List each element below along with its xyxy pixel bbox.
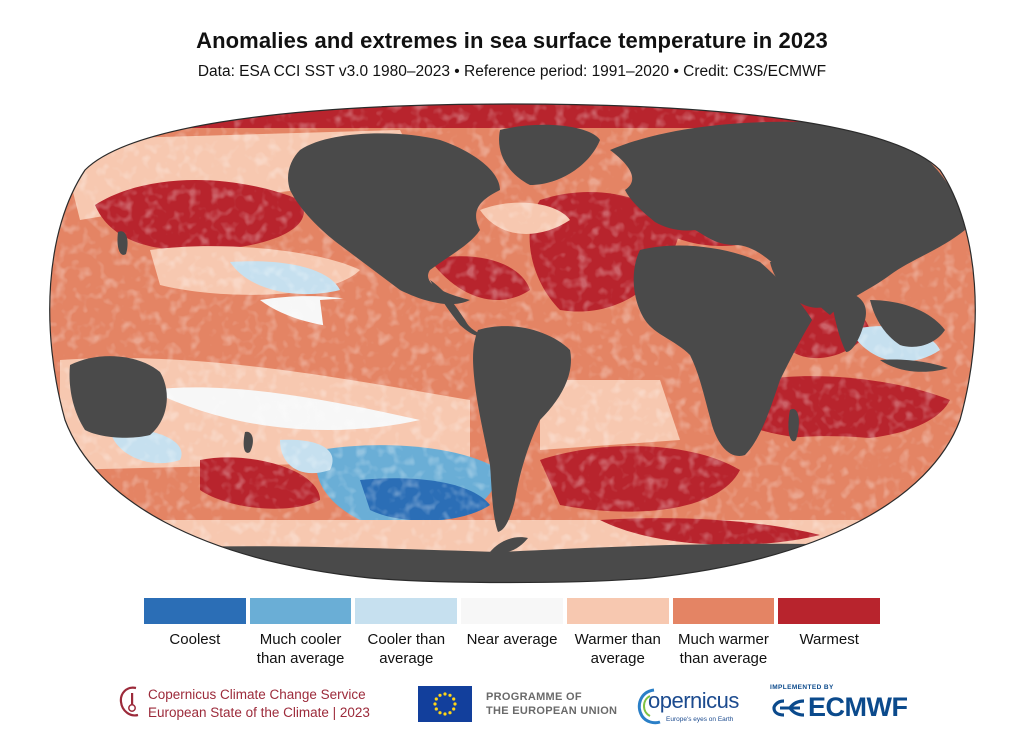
c3s-logo-icon <box>119 686 139 717</box>
ecmwf-logo-icon <box>772 699 805 717</box>
legend-swatch-coolest <box>144 598 246 624</box>
ecmwf-logo-text: ECMWF <box>808 692 908 722</box>
legend-label-much-cooler: Much cooler than average <box>256 631 345 667</box>
eu-line-1: PROGRAMME OF <box>486 691 582 703</box>
eu-flag-icon <box>418 686 472 722</box>
legend-swatch-much-cooler <box>249 598 352 624</box>
sea-surface-temperature-map <box>49 103 976 584</box>
eu-line-2: THE EUROPEAN UNION <box>486 705 618 717</box>
legend-label-warmer: Warmer than average <box>574 631 661 667</box>
c3s-line-1: Copernicus Climate Change Service <box>148 687 366 702</box>
legend-swatch-near-average <box>461 598 563 624</box>
color-legend <box>144 598 881 624</box>
legend-swatch-much-warmer <box>672 598 775 624</box>
copernicus-logo-text: opernicus <box>648 688 739 713</box>
map-title: Anomalies and extremes in sea surface te… <box>196 28 828 53</box>
c3s-logo-text: Copernicus Climate Change Service Europe… <box>148 686 370 722</box>
implemented-by-label: IMPLEMENTED BY <box>770 684 834 691</box>
copernicus-logo-icon <box>637 688 661 725</box>
c3s-line-2: European State of the Climate | 2023 <box>148 705 370 720</box>
legend-label-warmest: Warmest <box>799 631 859 648</box>
land-layer <box>49 121 976 583</box>
globe-outline <box>49 103 976 584</box>
legend-labels: Coolest Much cooler than average Cooler … <box>144 630 880 668</box>
legend-label-cooler: Cooler than average <box>367 631 446 667</box>
legend-swatch-warmer <box>566 598 669 624</box>
map-subtitle: Data: ESA CCI SST v3.0 1980–2023 • Refer… <box>197 63 827 80</box>
eu-programme-text: PROGRAMME OF THE EUROPEAN UNION <box>486 690 617 718</box>
legend-label-coolest: Coolest <box>169 631 221 648</box>
legend-swatch-cooler <box>355 598 458 624</box>
copernicus-tagline: Europe's eyes on Earth <box>666 716 734 723</box>
legend-swatch-warmest <box>778 598 881 624</box>
legend-label-much-warmer: Much warmer than average <box>678 631 769 667</box>
legend-label-near-average: Near average <box>466 631 558 648</box>
